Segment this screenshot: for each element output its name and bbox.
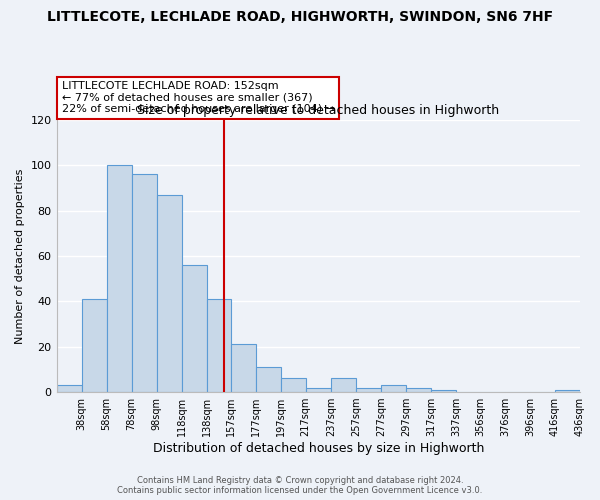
Bar [431,390,456,392]
Bar [356,388,381,392]
Bar [230,344,256,392]
Text: LITTLECOTE, LECHLADE ROAD, HIGHWORTH, SWINDON, SN6 7HF: LITTLECOTE, LECHLADE ROAD, HIGHWORTH, SW… [47,10,553,24]
Title: Size of property relative to detached houses in Highworth: Size of property relative to detached ho… [137,104,499,118]
Bar [131,174,157,392]
X-axis label: Distribution of detached houses by size in Highworth: Distribution of detached houses by size … [152,442,484,455]
Bar [281,378,306,392]
Bar [306,388,331,392]
Bar [56,386,82,392]
Text: Contains HM Land Registry data © Crown copyright and database right 2024.
Contai: Contains HM Land Registry data © Crown c… [118,476,482,495]
Bar [381,386,406,392]
Bar [207,299,230,392]
Bar [82,299,107,392]
Bar [256,367,281,392]
Text: LITTLECOTE LECHLADE ROAD: 152sqm
← 77% of detached houses are smaller (367)
22% : LITTLECOTE LECHLADE ROAD: 152sqm ← 77% o… [62,82,335,114]
Bar [182,265,207,392]
Y-axis label: Number of detached properties: Number of detached properties [15,168,25,344]
Bar [555,390,580,392]
Bar [157,195,182,392]
Bar [406,388,431,392]
Bar [107,166,131,392]
Bar [331,378,356,392]
